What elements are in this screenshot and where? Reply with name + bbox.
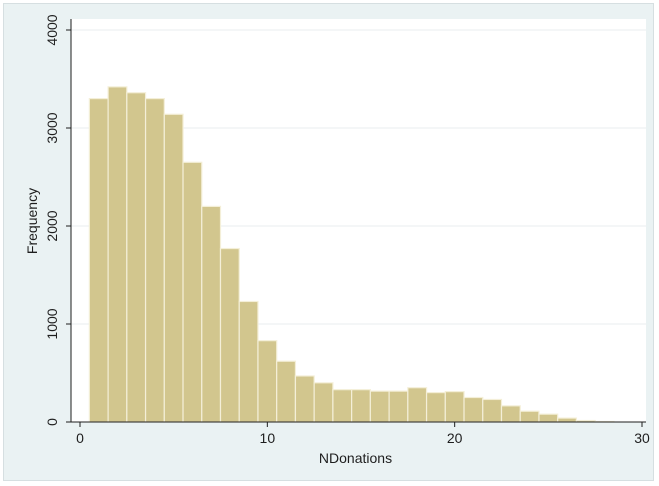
- y-tick-label: 2000: [44, 210, 60, 241]
- histogram-bar: [425, 392, 446, 423]
- histogram-bar: [351, 389, 371, 423]
- histogram-bar: [88, 97, 109, 423]
- y-tick-label: 3000: [44, 112, 60, 143]
- histogram-bar: [163, 113, 184, 423]
- x-tick-label: 10: [260, 430, 276, 446]
- axes: [70, 19, 646, 423]
- x-tick-label: 20: [447, 430, 463, 446]
- histogram-bar: [313, 382, 334, 423]
- histogram-bar: [182, 161, 203, 423]
- histogram-bar: [519, 410, 540, 423]
- histogram-bar: [463, 396, 484, 423]
- histogram-bar: [482, 398, 503, 423]
- tick-labels: 0 10 20 30 0 1000 2000 3000 4000: [44, 14, 650, 446]
- histogram-bar: [126, 92, 147, 423]
- histogram-bar: [276, 360, 297, 423]
- histogram-bar: [201, 205, 222, 423]
- y-tick-label: 4000: [44, 14, 60, 45]
- histogram-bar: [538, 413, 559, 423]
- histogram-bar: [557, 417, 578, 423]
- histogram-bar: [257, 340, 278, 423]
- x-tick-label: 0: [76, 430, 84, 446]
- y-tick-label: 1000: [44, 308, 60, 339]
- y-tick-label: 0: [44, 418, 60, 426]
- x-tick-label: 30: [634, 430, 650, 446]
- histogram-bar: [407, 387, 428, 423]
- histogram-bar: [369, 390, 390, 423]
- histogram-bar: [388, 390, 409, 423]
- bars: [88, 86, 615, 423]
- histogram-bar: [219, 247, 240, 423]
- histogram-bar: [144, 97, 165, 423]
- x-axis-label: NDonations: [319, 450, 392, 466]
- histogram-bar: [332, 389, 353, 423]
- histogram-bar: [107, 86, 128, 423]
- histogram-bar: [238, 300, 259, 423]
- histogram-bar: [294, 375, 315, 423]
- histogram-bar: [500, 405, 521, 423]
- y-axis-label: Frequency: [24, 188, 40, 254]
- histogram-bar: [444, 391, 465, 423]
